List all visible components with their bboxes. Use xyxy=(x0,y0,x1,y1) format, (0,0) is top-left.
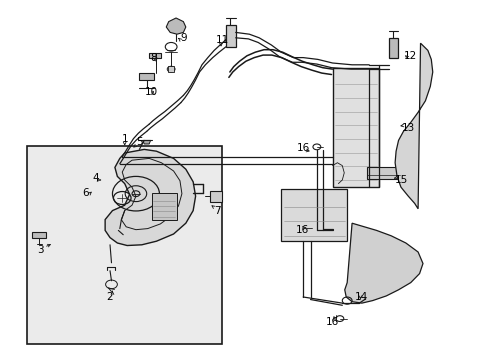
Bar xyxy=(27,146,222,344)
Bar xyxy=(366,167,399,179)
Text: 2: 2 xyxy=(106,292,113,302)
Text: 5: 5 xyxy=(136,137,142,147)
Polygon shape xyxy=(166,18,185,34)
Text: 15: 15 xyxy=(393,175,407,185)
Text: 7: 7 xyxy=(214,206,221,216)
Text: 8: 8 xyxy=(150,53,157,63)
Text: 4: 4 xyxy=(92,173,99,183)
Text: 16: 16 xyxy=(325,317,339,327)
Text: 12: 12 xyxy=(403,51,417,61)
Text: 3: 3 xyxy=(37,245,43,255)
Bar xyxy=(168,66,174,72)
Text: 16: 16 xyxy=(296,143,309,153)
Bar xyxy=(139,73,154,80)
Text: 10: 10 xyxy=(145,87,158,97)
Text: 9: 9 xyxy=(180,33,186,43)
Bar xyxy=(151,193,177,220)
Text: 13: 13 xyxy=(401,123,414,133)
Text: 6: 6 xyxy=(82,188,89,198)
Text: 16: 16 xyxy=(295,225,308,235)
Polygon shape xyxy=(394,43,432,209)
Polygon shape xyxy=(142,140,150,144)
Bar xyxy=(332,68,378,187)
Bar xyxy=(32,232,46,238)
Text: 14: 14 xyxy=(354,292,368,302)
Text: 11: 11 xyxy=(215,35,229,45)
Bar xyxy=(281,189,346,241)
Polygon shape xyxy=(344,223,422,303)
Bar xyxy=(388,38,397,58)
Text: 1: 1 xyxy=(121,134,128,144)
Polygon shape xyxy=(105,149,195,246)
Bar xyxy=(149,53,161,58)
Bar xyxy=(225,25,235,47)
Bar xyxy=(210,191,222,202)
